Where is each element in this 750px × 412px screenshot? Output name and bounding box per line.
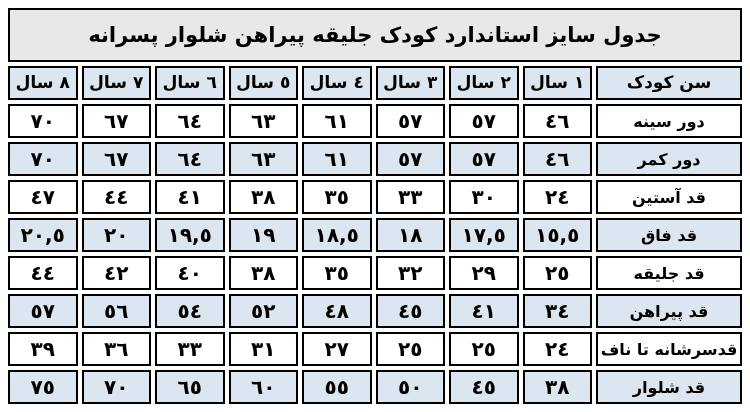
data-cell: ٣٤	[522, 294, 592, 328]
data-cell: ٢٥	[522, 256, 592, 290]
data-cell: ٣١	[228, 332, 298, 366]
data-cell: ٣٥	[302, 256, 372, 290]
data-cell: ٧٠	[8, 142, 78, 176]
data-cell: ٣٢	[375, 256, 445, 290]
data-cell: ٦٣	[228, 142, 298, 176]
data-cell: ٤١	[449, 294, 519, 328]
data-cell: ٣٨	[228, 256, 298, 290]
data-cell: ١٥,٥	[522, 218, 592, 252]
data-cell: ١٨	[375, 218, 445, 252]
data-cell: ٤٨	[302, 294, 372, 328]
data-cell: ١٩,٥	[155, 218, 225, 252]
data-cell: ٥٧	[375, 142, 445, 176]
size-table: سن کودک ١ سال ٢ سال ٣ سال ٤ سال ٥ سال ٦ سال ٧ س…	[8, 66, 742, 404]
data-cell: ٦٧	[81, 142, 151, 176]
data-cell: ٥٧	[375, 104, 445, 138]
data-cell: ٣٣	[375, 180, 445, 214]
header-year-2: ٢ سال	[449, 66, 519, 100]
row-label: دور کمر	[596, 142, 742, 176]
data-cell: ٤٤	[8, 256, 78, 290]
data-cell: ٦٥	[155, 370, 225, 404]
row-label: قد شلوار	[596, 370, 742, 404]
header-year-3: ٣ سال	[375, 66, 445, 100]
header-year-8: ٨ سال	[8, 66, 78, 100]
row-label: قد جلیقه	[596, 256, 742, 290]
table-title-bar: جدول سایز استاندارد کودک جلیقه پیراهن شل…	[8, 8, 742, 62]
data-cell: ٣٠	[449, 180, 519, 214]
row-label: قد پیراهن	[596, 294, 742, 328]
data-cell: ٣٨	[228, 180, 298, 214]
data-cell: ٥٧	[449, 104, 519, 138]
header-year-7: ٧ سال	[81, 66, 151, 100]
data-cell: ٤٤	[81, 180, 151, 214]
data-cell: ٦٠	[228, 370, 298, 404]
data-cell: ٤١	[155, 180, 225, 214]
data-cell: ١٩	[228, 218, 298, 252]
data-cell: ٥٢	[228, 294, 298, 328]
header-year-1: ١ سال	[522, 66, 592, 100]
header-year-5: ٥ سال	[228, 66, 298, 100]
data-cell: ٧٥	[8, 370, 78, 404]
row-label: قد آستین	[596, 180, 742, 214]
data-cell: ٢٥	[375, 332, 445, 366]
data-cell: ٧٠	[8, 104, 78, 138]
row-label: دور سینه	[596, 104, 742, 138]
data-cell: ٤٢	[81, 256, 151, 290]
header-year-6: ٦ سال	[155, 66, 225, 100]
data-cell: ٣٦	[81, 332, 151, 366]
data-cell: ٢٠,٥	[8, 218, 78, 252]
data-cell: ٥٠	[375, 370, 445, 404]
data-cell: ٤٥	[449, 370, 519, 404]
data-cell: ٥٧	[449, 142, 519, 176]
data-cell: ٥٦	[81, 294, 151, 328]
data-cell: ٥٥	[302, 370, 372, 404]
data-cell: ٣٥	[302, 180, 372, 214]
data-cell: ١٨,٥	[302, 218, 372, 252]
table-title: جدول سایز استاندارد کودک جلیقه پیراهن شل…	[88, 23, 662, 47]
data-cell: ٦٣	[228, 104, 298, 138]
data-cell: ٦٧	[81, 104, 151, 138]
data-cell: ١٧,٥	[449, 218, 519, 252]
data-cell: ٦١	[302, 104, 372, 138]
data-cell: ٢٠	[81, 218, 151, 252]
data-cell: ٢٤	[522, 332, 592, 366]
data-cell: ٢٤	[522, 180, 592, 214]
data-cell: ٢٧	[302, 332, 372, 366]
header-year-4: ٤ سال	[302, 66, 372, 100]
data-cell: ٣٣	[155, 332, 225, 366]
data-cell: ٧٠	[81, 370, 151, 404]
data-cell: ٤٧	[8, 180, 78, 214]
data-cell: ٣٩	[8, 332, 78, 366]
data-cell: ٢٥	[449, 332, 519, 366]
header-age-label: سن کودک	[596, 66, 742, 100]
row-label: قد فاق	[596, 218, 742, 252]
row-label: قدسرشانه تا ناف	[596, 332, 742, 366]
data-cell: ٢٩	[449, 256, 519, 290]
data-cell: ٥٧	[8, 294, 78, 328]
data-cell: ٦١	[302, 142, 372, 176]
data-cell: ٤٠	[155, 256, 225, 290]
data-cell: ٦٤	[155, 104, 225, 138]
data-cell: ٣٨	[522, 370, 592, 404]
data-cell: ٤٥	[375, 294, 445, 328]
data-cell: ٥٤	[155, 294, 225, 328]
data-cell: ٤٦	[522, 142, 592, 176]
data-cell: ٤٦	[522, 104, 592, 138]
data-cell: ٦٤	[155, 142, 225, 176]
